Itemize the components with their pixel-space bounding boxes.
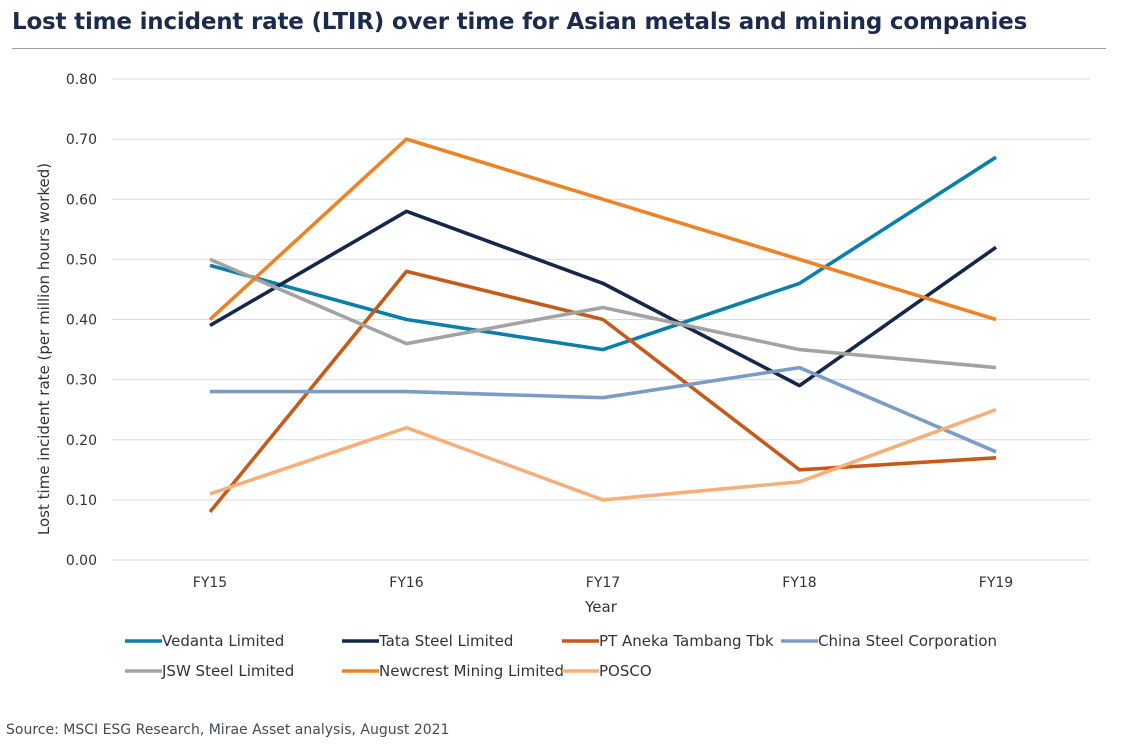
y-axis-title: Lost time incident rate (per million hou…: [35, 163, 53, 535]
series-line-1: [209, 209, 998, 388]
y-tick-label: 0.10: [66, 493, 97, 509]
legend-label: China Steel Corporation: [818, 632, 997, 650]
y-tick-label: 0.00: [66, 553, 97, 569]
legend-label: POSCO: [599, 662, 652, 680]
x-tick-label: FY16: [389, 575, 424, 591]
legend-label: PT Aneka Tambang Tbk: [599, 632, 774, 650]
x-tick-label: FY17: [586, 575, 620, 591]
x-axis-title: Year: [584, 598, 618, 616]
series-lines: [208, 137, 998, 514]
series-line-3: [210, 365, 997, 454]
y-tick-label: 0.70: [66, 132, 97, 148]
y-tick-label: 0.50: [66, 252, 97, 268]
series-line-4: [209, 257, 997, 370]
legend-item: Vedanta Limited: [125, 632, 284, 650]
legend-item: Tata Steel Limited: [342, 632, 513, 650]
y-tick-label: 0.20: [66, 433, 97, 449]
legend-label: JSW Steel Limited: [161, 662, 294, 680]
legend-label: Tata Steel Limited: [378, 632, 513, 650]
y-tick-label: 0.60: [66, 192, 97, 208]
x-tick-label: FY18: [782, 575, 816, 591]
series-line-2: [208, 269, 997, 514]
legend-label: Newcrest Mining Limited: [379, 662, 564, 680]
legend-item: PT Aneka Tambang Tbk: [562, 632, 774, 650]
series-line-5: [208, 137, 997, 322]
series-line-0: [209, 155, 997, 352]
series-line-6: [209, 408, 997, 502]
legend-label: Vedanta Limited: [162, 632, 284, 650]
legend-item: China Steel Corporation: [781, 632, 997, 650]
legend-item: POSCO: [562, 662, 652, 680]
legend-item: Newcrest Mining Limited: [342, 662, 564, 680]
x-tick-label: FY15: [193, 575, 227, 591]
source-note: Source: MSCI ESG Research, Mirae Asset a…: [6, 722, 450, 738]
legend: Vedanta Limited Tata Steel Limited PT Anek…: [125, 632, 997, 680]
x-axis-tick-labels: FY15 FY16 FY17 FY18 FY19: [193, 575, 1013, 591]
legend-item: JSW Steel Limited: [125, 662, 294, 680]
y-tick-label: 0.80: [66, 72, 97, 88]
y-axis-tick-labels: 0.00 0.10 0.20 0.30 0.40 0.50 0.60 0.70 0.80: [66, 72, 97, 569]
chart-title: Lost time incident rate (LTIR) over time…: [12, 9, 1028, 35]
y-tick-label: 0.30: [66, 373, 97, 389]
x-tick-label: FY19: [979, 575, 1013, 591]
y-tick-label: 0.40: [66, 313, 97, 329]
title-divider: [12, 48, 1106, 49]
